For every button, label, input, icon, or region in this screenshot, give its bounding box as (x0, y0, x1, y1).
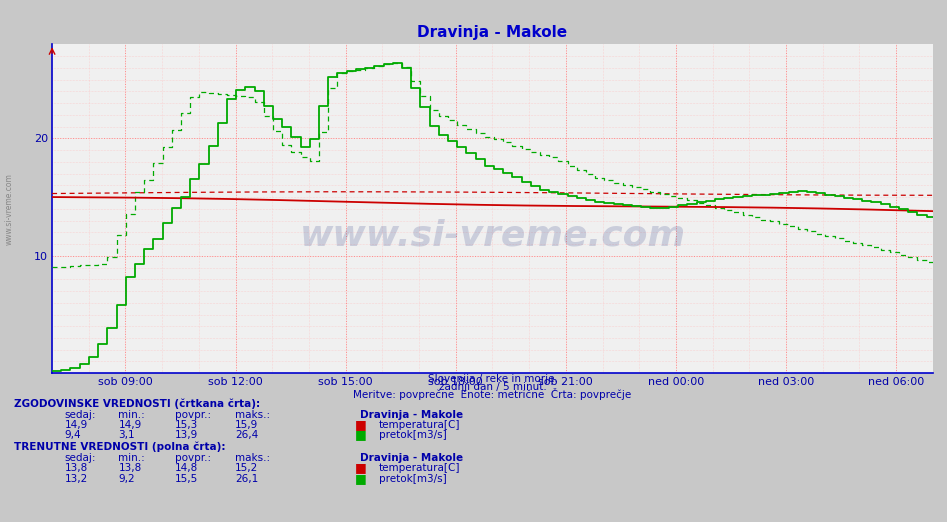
Text: sedaj:: sedaj: (64, 410, 96, 420)
Text: temperatura[C]: temperatura[C] (379, 464, 460, 473)
Text: pretok[m3/s]: pretok[m3/s] (379, 474, 447, 484)
Text: www.si-vreme.com: www.si-vreme.com (5, 173, 14, 245)
Text: povpr.:: povpr.: (175, 453, 211, 463)
Title: Dravinja - Makole: Dravinja - Makole (418, 26, 567, 40)
Text: maks.:: maks.: (235, 410, 270, 420)
Text: sedaj:: sedaj: (64, 453, 96, 463)
Text: 15,3: 15,3 (175, 420, 199, 430)
Text: Slovenija / reke in morje.: Slovenija / reke in morje. (427, 374, 558, 384)
Text: 14,9: 14,9 (118, 420, 142, 430)
Text: 13,2: 13,2 (64, 474, 88, 484)
Text: ■: ■ (355, 472, 366, 485)
Text: ■: ■ (355, 429, 366, 442)
Text: min.:: min.: (118, 410, 145, 420)
Text: Dravinja - Makole: Dravinja - Makole (360, 410, 463, 420)
Text: 26,1: 26,1 (235, 474, 259, 484)
Text: ■: ■ (355, 461, 366, 474)
Text: Dravinja - Makole: Dravinja - Makole (360, 453, 463, 463)
Text: 13,8: 13,8 (118, 464, 142, 473)
Text: 3,1: 3,1 (118, 431, 135, 441)
Text: zadnji dan / 5 minut.: zadnji dan / 5 minut. (438, 382, 546, 392)
Text: www.si-vreme.com: www.si-vreme.com (299, 218, 686, 252)
Text: 15,9: 15,9 (235, 420, 259, 430)
Text: Meritve: povprečne  Enote: metrične  Črta: povprečje: Meritve: povprečne Enote: metrične Črta:… (353, 388, 632, 400)
Text: min.:: min.: (118, 453, 145, 463)
Text: povpr.:: povpr.: (175, 410, 211, 420)
Text: 13,9: 13,9 (175, 431, 199, 441)
Text: 14,9: 14,9 (64, 420, 88, 430)
Text: temperatura[C]: temperatura[C] (379, 420, 460, 430)
Text: 9,4: 9,4 (64, 431, 81, 441)
Text: 26,4: 26,4 (235, 431, 259, 441)
Text: ZGODOVINSKE VREDNOSTI (črtkana črta):: ZGODOVINSKE VREDNOSTI (črtkana črta): (14, 399, 260, 409)
Text: 15,5: 15,5 (175, 474, 199, 484)
Text: 9,2: 9,2 (118, 474, 135, 484)
Text: 15,2: 15,2 (235, 464, 259, 473)
Text: 14,8: 14,8 (175, 464, 199, 473)
Text: maks.:: maks.: (235, 453, 270, 463)
Text: ■: ■ (355, 418, 366, 431)
Text: 13,8: 13,8 (64, 464, 88, 473)
Text: TRENUTNE VREDNOSTI (polna črta):: TRENUTNE VREDNOSTI (polna črta): (14, 442, 225, 453)
Text: pretok[m3/s]: pretok[m3/s] (379, 431, 447, 441)
